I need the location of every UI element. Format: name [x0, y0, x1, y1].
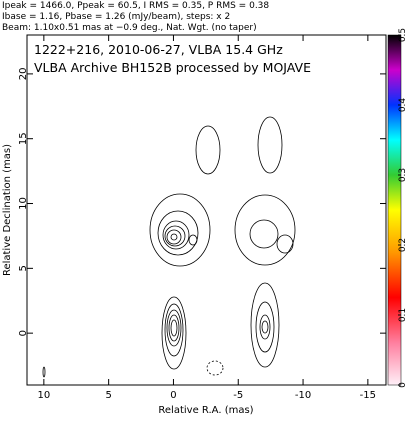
x-tick-label: -5: [233, 390, 243, 401]
x-tick-label: 10: [37, 390, 50, 401]
header-line: Ipeak = 1466.0, Ppeak = 60.5, I RMS = 0.…: [2, 1, 269, 11]
header-line: Ibase = 1.16, Pbase = 1.26 (mJy/beam), s…: [2, 12, 230, 22]
x-axis-label: Relative R.A. (mas): [158, 405, 253, 416]
colorbar-tick-label: 0.3: [398, 168, 408, 182]
y-tick-label: 0: [18, 330, 29, 336]
chart-title: 1222+216, 2010-06-27, VLBA 15.4 GHz: [34, 42, 283, 57]
plot-frame: [26, 34, 387, 386]
y-tick-label: 15: [18, 132, 29, 145]
chart-subtitle: VLBA Archive BH152B processed by MOJAVE: [34, 60, 311, 75]
y-tick-label: 5: [18, 265, 29, 271]
colorbar-tick-label: 0.4: [398, 98, 408, 113]
y-axis-label: Relative Declination (mas): [2, 144, 13, 276]
header-line: Beam: 1.10x0.51 mas at −0.9 deg., Nat. W…: [2, 23, 257, 33]
x-tick-label: -10: [295, 390, 311, 401]
colorbar-tick-label: 0: [398, 382, 408, 388]
x-tick-label: 5: [105, 390, 111, 401]
y-tick-label: 20: [18, 68, 29, 81]
colorbar-tick-label: 0.1: [398, 308, 408, 322]
colorbar-tick-label: 0.2: [398, 238, 408, 252]
x-tick-label: -15: [360, 390, 376, 401]
contours: [42, 116, 296, 378]
x-tick-label: 0: [170, 390, 176, 401]
colorbar-tick-label: 0.5: [398, 28, 408, 42]
y-tick-label: 10: [18, 197, 29, 210]
colorbar: [387, 34, 402, 386]
